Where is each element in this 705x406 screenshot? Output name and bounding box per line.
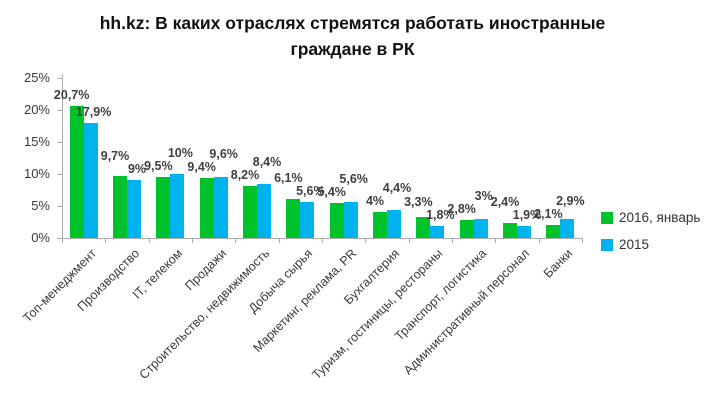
y-axis-line: [62, 74, 63, 238]
bar-2015: [127, 180, 141, 238]
y-tick-mark: [57, 78, 62, 79]
bar-2016: [69, 105, 84, 238]
x-tick-mark: [539, 238, 540, 243]
data-label-2016: 9,7%: [100, 149, 130, 164]
bar-2015: [560, 219, 575, 238]
bar-2016: [329, 203, 344, 238]
bar-2016: [416, 216, 431, 238]
y-tick-label: 25%: [23, 70, 50, 85]
bar-2015: [170, 174, 185, 238]
legend-label-2015: 2015: [619, 237, 650, 252]
data-label-2015: 5,6%: [296, 184, 325, 199]
data-label-2015: 9,6%: [209, 146, 238, 161]
y-tick-mark: [57, 174, 62, 175]
bar-2016: [459, 220, 474, 238]
data-label-2016: 4%: [365, 194, 385, 209]
y-tick-label: 5%: [31, 198, 50, 213]
bar-2015: [257, 184, 271, 238]
x-tick-mark: [322, 238, 323, 243]
bar-2016: [156, 177, 171, 238]
data-label-2015: 10%: [167, 146, 193, 161]
y-tick-mark: [57, 238, 62, 239]
x-tick-mark: [192, 238, 193, 243]
data-label-2015: 1,9%: [512, 207, 542, 222]
bar-2015: [213, 176, 228, 238]
bar-2016: [503, 222, 517, 238]
bar-2015: [473, 218, 488, 238]
bar-2016: [286, 198, 301, 238]
data-label-2015: 5,6%: [339, 172, 368, 187]
data-label-2016: 9,4%: [187, 159, 216, 174]
bar-2015: [83, 123, 98, 238]
x-tick-mark: [365, 238, 366, 243]
y-tick-label: 10%: [23, 166, 50, 181]
chart-title-text: hh.kz: В каких отраслях стремятся работа…: [99, 13, 606, 60]
x-tick-mark: [62, 238, 63, 243]
y-tick-label: 0%: [31, 230, 50, 245]
data-label-2016: 8,2%: [230, 167, 260, 182]
x-tick-mark: [235, 238, 236, 243]
data-label-2015: 9%: [127, 162, 147, 177]
x-tick-mark: [409, 238, 410, 243]
legend-swatch-2015: [601, 238, 613, 251]
y-tick-label: 15%: [23, 134, 50, 149]
y-tick-mark: [57, 142, 62, 143]
data-label-2016: 3,3%: [404, 195, 433, 210]
x-tick-mark: [279, 238, 280, 243]
bar-2015: [343, 202, 358, 238]
legend: 2016, январь 2015: [601, 210, 700, 264]
data-label-2016: 2,8%: [447, 202, 476, 217]
x-tick-mark: [495, 238, 496, 243]
data-label-2016: 6,1%: [274, 171, 303, 186]
bar-2015: [517, 225, 531, 238]
x-tick-mark: [105, 238, 106, 243]
bar-2015: [300, 202, 315, 238]
data-label-2015: 1,8%: [426, 208, 455, 223]
y-tick-label: 20%: [23, 102, 50, 117]
data-label-2015: 17,9%: [75, 105, 112, 120]
data-label-2016: 2,4%: [490, 194, 520, 209]
legend-item-2015: 2015: [601, 237, 700, 252]
data-label-2015: 4,4%: [382, 181, 412, 196]
bar-2016: [373, 212, 387, 238]
data-label-2016: 20,7%: [53, 87, 90, 102]
bar-2016: [546, 224, 561, 238]
x-tick-mark: [582, 238, 583, 243]
y-tick-mark: [57, 206, 62, 207]
x-tick-mark: [452, 238, 453, 243]
y-tick-mark: [57, 110, 62, 111]
data-label-2015: 8,4%: [252, 154, 282, 169]
data-label-2015: 3%: [474, 189, 493, 204]
bar-2016: [113, 175, 127, 238]
x-tick-mark: [149, 238, 150, 243]
data-label-2016: 5,4%: [317, 185, 346, 200]
legend-label-2016: 2016, январь: [619, 210, 701, 225]
legend-swatch-2016: [601, 211, 613, 224]
data-label-2016: 9,5%: [144, 159, 173, 174]
bar-2016: [243, 185, 257, 238]
bar-2016: [199, 177, 214, 238]
data-label-2015: 2,9%: [556, 193, 585, 208]
legend-item-2016: 2016, январь: [601, 210, 700, 225]
bar-2015: [387, 209, 401, 238]
data-label-2016: 2,1%: [534, 206, 563, 221]
chart-title: hh.kz: В каких отраслях стремятся работа…: [0, 10, 705, 63]
bar-2015: [430, 226, 445, 238]
